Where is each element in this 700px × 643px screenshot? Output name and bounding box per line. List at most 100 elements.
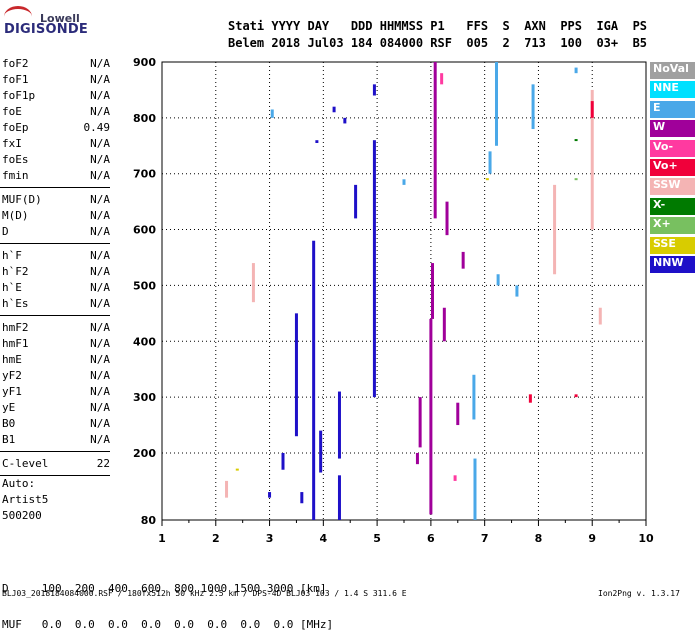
param-value: N/A xyxy=(90,73,110,86)
legend-item-e: E xyxy=(650,100,695,118)
echo-trace-mark xyxy=(590,89,594,230)
logo-digisonde-text: DIGISONDE xyxy=(4,22,88,37)
echo-trace-mark xyxy=(343,117,347,124)
param-name: B1 xyxy=(2,433,16,446)
param-name: hmF2 xyxy=(2,321,29,334)
series-x xyxy=(574,139,578,142)
param-value: 22 xyxy=(96,457,110,470)
autoscaling-info-line: Artist5 xyxy=(2,493,49,506)
echo-trace-mark xyxy=(332,106,336,113)
legend-item-vo: Vo+ xyxy=(650,159,695,176)
echo-trace-mark xyxy=(251,263,255,303)
echo-trace-mark xyxy=(531,84,535,130)
param-row-hmf2: hmF2 N/A xyxy=(2,320,110,336)
param-value: N/A xyxy=(90,417,110,430)
param-name: h`F xyxy=(2,249,22,262)
y-tick-label: 200 xyxy=(133,447,156,460)
x-tick-label: 1 xyxy=(158,532,166,545)
y-axis-ticks: 80 200 300 400 500 600 700 800 900 xyxy=(133,56,156,527)
echo-trace-mark xyxy=(456,402,460,426)
distance-muf-table: D 100 200 400 600 800 1000 1500 3000 [km… xyxy=(2,559,333,643)
param-row-hmf1: hmF1 N/A xyxy=(2,336,110,352)
echo-trace-mark xyxy=(473,458,477,520)
param-value: N/A xyxy=(90,209,110,222)
echo-trace-mark xyxy=(268,492,272,498)
echo-trace-mark xyxy=(461,251,465,269)
echo-trace-mark xyxy=(402,179,406,185)
echo-trace-mark xyxy=(433,62,437,219)
echo-trace-mark xyxy=(494,62,498,146)
param-row-foes: foEs N/A xyxy=(2,152,110,168)
echo-trace-mark xyxy=(429,318,433,515)
x-tick-label: 4 xyxy=(320,532,328,545)
panel-separator xyxy=(0,315,110,316)
param-value: N/A xyxy=(90,153,110,166)
legend-item-noval: NoVal xyxy=(650,62,695,79)
series-sse xyxy=(235,178,489,471)
panel-separator xyxy=(0,451,110,452)
x-tick-label: 3 xyxy=(266,532,274,545)
echo-trace-mark xyxy=(574,67,578,74)
param-value: N/A xyxy=(90,321,110,334)
y-tick-label: 600 xyxy=(133,224,156,237)
param-name: hmE xyxy=(2,353,22,366)
echo-trace-mark xyxy=(415,452,419,465)
param-name: yF2 xyxy=(2,369,22,382)
param-row-foe: foE N/A xyxy=(2,104,110,120)
echo-trace-mark xyxy=(235,468,239,471)
series-vo xyxy=(440,73,457,481)
param-value: N/A xyxy=(90,297,110,310)
param-name: B0 xyxy=(2,417,16,430)
param-row-yf1: yF1 N/A xyxy=(2,384,110,400)
echo-trace-mark xyxy=(574,139,578,142)
y-tick-label: 500 xyxy=(133,279,156,292)
param-value: N/A xyxy=(90,353,110,366)
param-row-ye: yE N/A xyxy=(2,400,110,416)
echo-trace-mark xyxy=(528,394,532,403)
echo-trace-mark xyxy=(445,201,449,236)
param-value: N/A xyxy=(90,169,110,182)
echo-trace-mark xyxy=(590,101,594,118)
param-row-fof1p: foF1p N/A xyxy=(2,88,110,104)
param-name: M(D) xyxy=(2,209,29,222)
param-row-hf: h`F N/A xyxy=(2,248,110,264)
plot-series xyxy=(225,62,602,521)
param-value: N/A xyxy=(90,265,110,278)
param-name: hmF1 xyxy=(2,337,29,350)
y-tick-label: 800 xyxy=(133,112,156,125)
param-value: N/A xyxy=(90,385,110,398)
plot-grid xyxy=(161,62,647,520)
plot-frame xyxy=(161,61,647,521)
echo-trace-mark xyxy=(300,492,304,504)
echo-trace-mark xyxy=(372,84,376,96)
echo-trace-mark xyxy=(337,391,341,459)
param-row-d: D N/A xyxy=(2,224,110,240)
legend-item-x: X+ xyxy=(650,217,695,235)
param-value: N/A xyxy=(90,337,110,350)
echo-trace-mark xyxy=(574,178,578,181)
panel-separator xyxy=(0,243,110,244)
param-name: C-level xyxy=(2,457,49,470)
param-name: yE xyxy=(2,401,16,414)
param-row-b0: B0 N/A xyxy=(2,416,110,432)
echo-trace-mark xyxy=(372,140,376,398)
echo-trace-mark xyxy=(472,374,476,420)
echo-trace-mark xyxy=(319,430,323,473)
distance-row: D 100 200 400 600 800 1000 1500 3000 [km… xyxy=(2,582,327,595)
echo-trace-mark xyxy=(574,394,578,398)
param-row-fof1: foF1 N/A xyxy=(2,72,110,88)
file-info-footer: BLJ03_2018184084000.RSF / 180fx512h 50 k… xyxy=(2,589,407,598)
param-name: yF1 xyxy=(2,385,22,398)
echo-trace-mark xyxy=(485,178,489,181)
x-tick-label: 9 xyxy=(588,532,596,545)
param-row-hf2: h`F2 N/A xyxy=(2,264,110,280)
ionogram-chart: 1 2 3 4 5 6 7 8 9 10 80 200 300 400 500 600 700 800 900 xyxy=(133,56,654,545)
echo-trace-mark xyxy=(515,285,519,297)
param-name: h`Es xyxy=(2,297,29,310)
param-name: foF1p xyxy=(2,89,36,102)
param-name: foE xyxy=(2,105,22,118)
param-value: N/A xyxy=(90,401,110,414)
legend-item-vo: Vo- xyxy=(650,139,695,157)
legend-item-ssw: SSW xyxy=(650,178,695,196)
param-name: h`E xyxy=(2,281,22,294)
